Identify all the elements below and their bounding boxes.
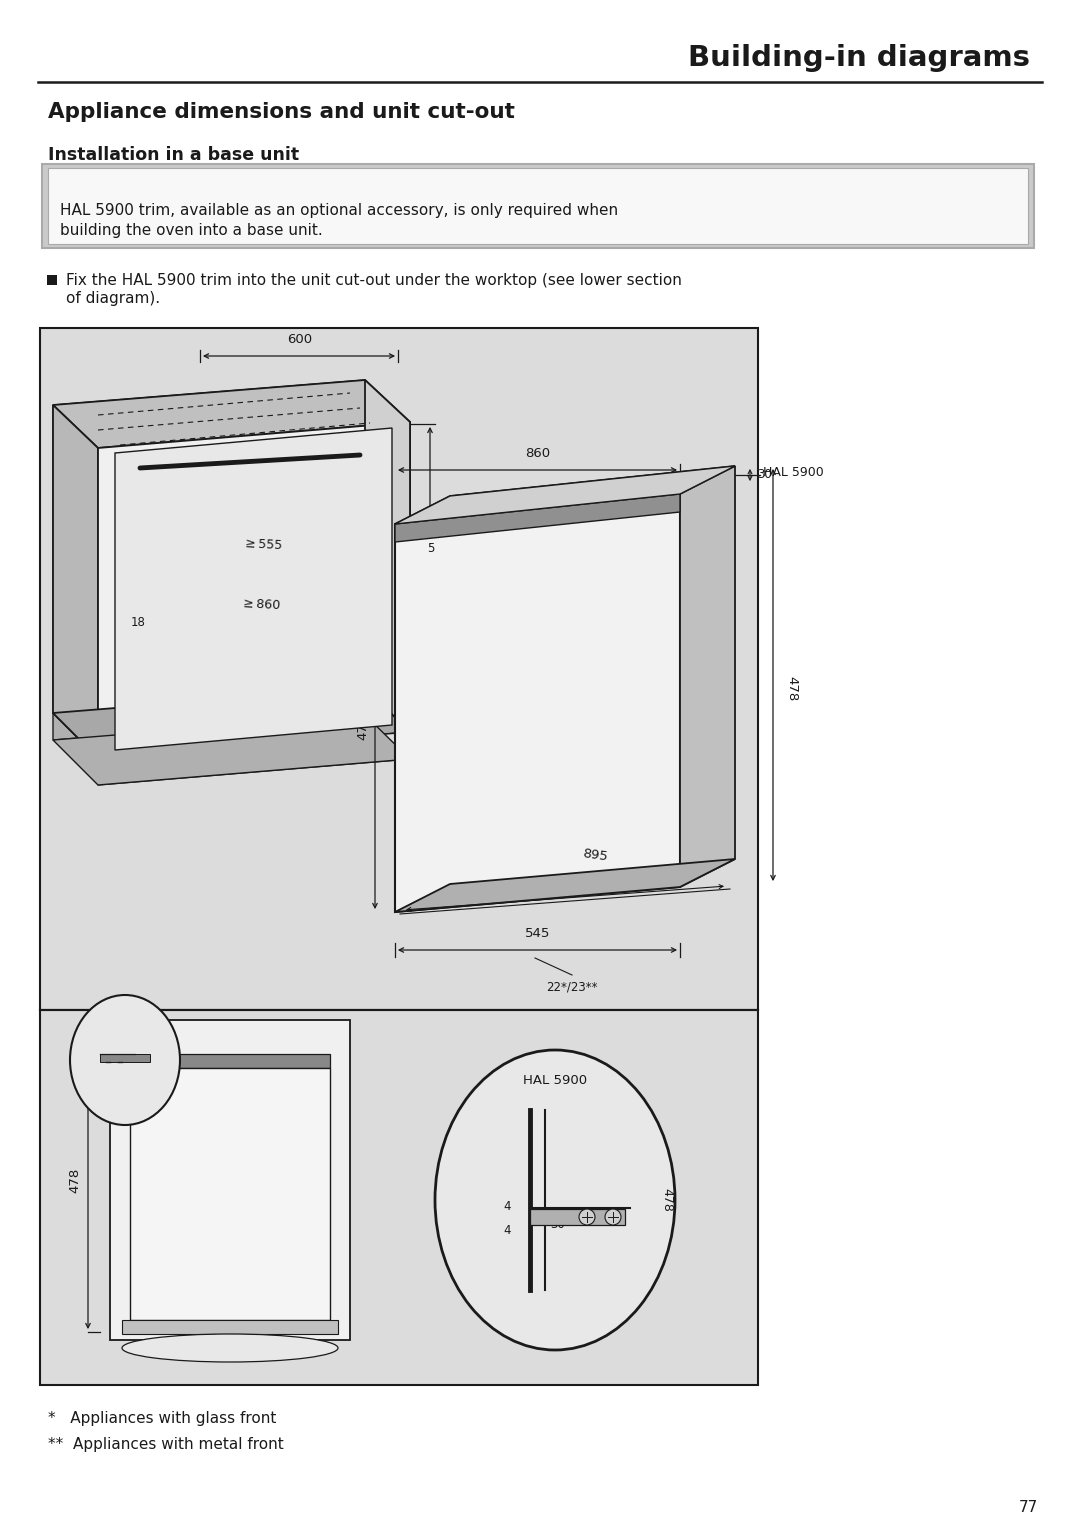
Polygon shape (395, 494, 680, 911)
Text: 895: 895 (582, 847, 608, 864)
Text: 478: 478 (785, 676, 798, 702)
Text: 473: 473 (166, 1182, 179, 1206)
Text: 478: 478 (68, 1167, 81, 1193)
Text: 516: 516 (216, 1167, 229, 1193)
Text: 545: 545 (525, 927, 551, 940)
Polygon shape (395, 859, 735, 911)
Bar (48, 275, 57, 284)
Text: 18: 18 (131, 616, 146, 628)
Bar (530, 1209, 625, 1225)
Polygon shape (114, 428, 392, 751)
Text: building the oven into a base unit.: building the oven into a base unit. (60, 223, 323, 237)
Text: Appliance dimensions and unit cut-out: Appliance dimensions and unit cut-out (48, 102, 515, 122)
Bar (130, 1053, 330, 1067)
Text: of diagram).: of diagram). (66, 292, 160, 306)
Polygon shape (395, 466, 735, 524)
Text: $\geq$555: $\geq$555 (242, 537, 282, 552)
Bar (42, 164, 1034, 248)
Polygon shape (53, 405, 98, 758)
Text: 473: 473 (356, 714, 369, 740)
Polygon shape (395, 466, 735, 524)
Circle shape (605, 1209, 621, 1225)
Polygon shape (680, 466, 735, 887)
Polygon shape (53, 381, 410, 448)
Polygon shape (98, 732, 410, 784)
Ellipse shape (70, 995, 180, 1125)
Bar (100, 1053, 150, 1063)
Text: 22*/23**: 22*/23** (546, 980, 597, 992)
Polygon shape (365, 381, 410, 732)
Bar (40, 329, 758, 1011)
Circle shape (579, 1209, 595, 1225)
Text: 600: 600 (287, 333, 312, 346)
Text: $\geq$860: $\geq$860 (240, 596, 281, 612)
Text: 30: 30 (757, 468, 772, 482)
Text: 30: 30 (550, 1219, 565, 1231)
Text: **  Appliances with metal front: ** Appliances with metal front (48, 1437, 284, 1451)
Polygon shape (53, 688, 410, 758)
Bar (40, 1011, 758, 1385)
Text: 77: 77 (1018, 1500, 1038, 1515)
Text: 478: 478 (660, 1188, 673, 1212)
Bar (110, 1020, 350, 1339)
Text: 4: 4 (503, 1199, 511, 1212)
Bar (48, 168, 1028, 245)
Polygon shape (395, 494, 680, 541)
Polygon shape (53, 381, 365, 740)
Bar (130, 1067, 330, 1320)
Text: Fix the HAL 5900 trim into the unit cut-out under the worktop (see lower section: Fix the HAL 5900 trim into the unit cut-… (66, 274, 681, 289)
Text: HAL 5900: HAL 5900 (523, 1073, 588, 1087)
Ellipse shape (122, 1333, 338, 1362)
Text: 516: 516 (442, 564, 455, 590)
Polygon shape (98, 422, 410, 758)
Text: Installation in a base unit: Installation in a base unit (48, 145, 299, 164)
Text: *   Appliances with glass front: * Appliances with glass front (48, 1410, 276, 1425)
Text: 4: 4 (503, 1223, 511, 1237)
Text: 5: 5 (427, 543, 434, 555)
Polygon shape (53, 716, 410, 784)
Text: 860: 860 (526, 446, 551, 460)
Bar (122, 1320, 338, 1333)
Ellipse shape (435, 1050, 675, 1350)
Text: HAL 5900 trim, available as an optional accessory, is only required when: HAL 5900 trim, available as an optional … (60, 202, 618, 217)
Text: Building-in diagrams: Building-in diagrams (688, 44, 1030, 72)
Text: HAL 5900: HAL 5900 (762, 465, 824, 479)
